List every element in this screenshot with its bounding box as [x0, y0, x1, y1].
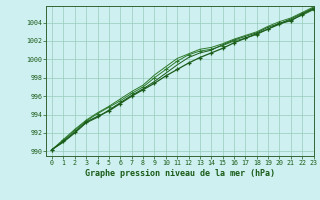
- X-axis label: Graphe pression niveau de la mer (hPa): Graphe pression niveau de la mer (hPa): [85, 169, 275, 178]
